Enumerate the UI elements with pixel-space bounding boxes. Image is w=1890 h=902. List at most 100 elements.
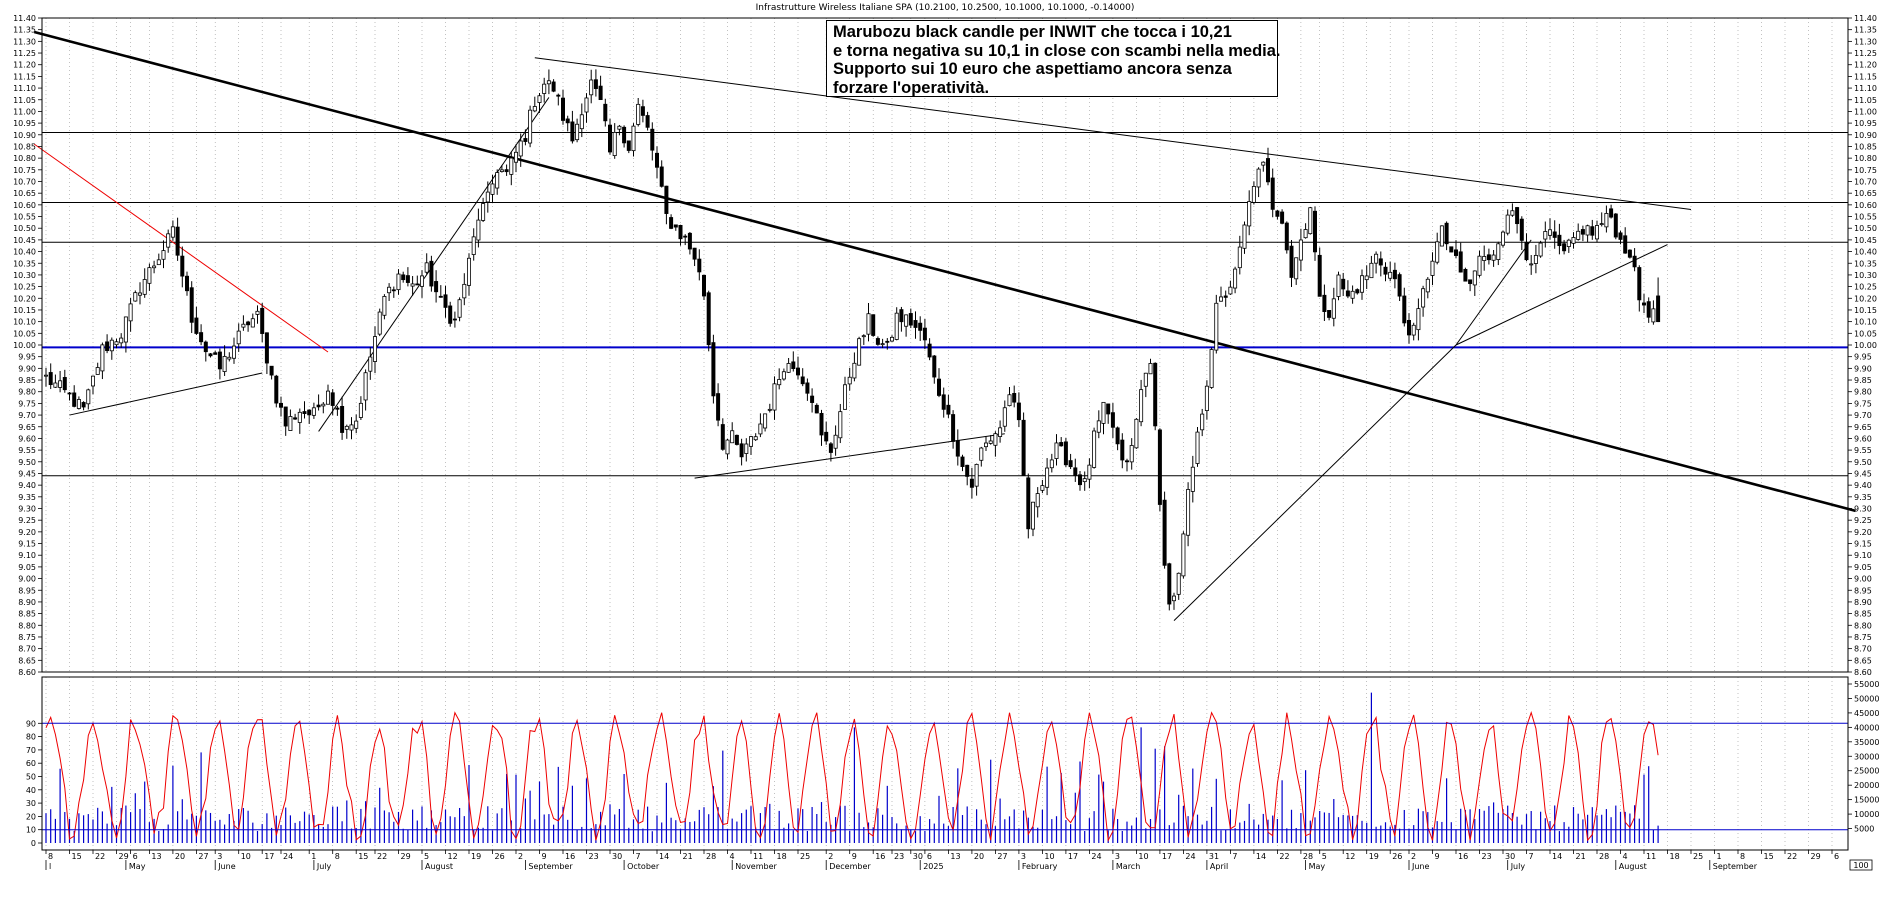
candle-body: [965, 464, 970, 477]
y-tick-label-left: 9.65: [18, 423, 36, 432]
candle-body: [1054, 442, 1059, 459]
candle-body: [1115, 427, 1120, 445]
candle-body: [1482, 256, 1487, 261]
candle-body: [1110, 412, 1115, 428]
candle-body: [387, 286, 392, 294]
candle-body: [1237, 246, 1242, 269]
candle-body: [156, 259, 161, 266]
candle-body: [466, 257, 471, 286]
candle-body: [551, 81, 556, 92]
x-day-label: 8: [335, 852, 340, 861]
volume-tick-label: 55000: [1854, 680, 1879, 689]
candle-body: [1599, 223, 1604, 226]
x-day-label: 2: [828, 852, 833, 861]
oscillator-line: [45, 711, 1659, 842]
candle-body: [448, 305, 453, 324]
candle-body: [335, 407, 340, 410]
candle-body: [208, 353, 213, 357]
candle-body: [1073, 467, 1078, 476]
candle-body: [1204, 385, 1209, 411]
x-day-label: 14: [1552, 852, 1562, 861]
candle-body: [871, 314, 876, 336]
x-day-label: 12: [1345, 852, 1355, 861]
candle-body: [1515, 207, 1520, 225]
candle-body: [720, 424, 725, 450]
y-tick-label-left: 9.30: [18, 505, 36, 514]
y-tick-label-left: 8.85: [18, 610, 36, 619]
candle-body: [880, 343, 885, 346]
x-day-label: 7: [1529, 852, 1534, 861]
candle-body: [1604, 212, 1609, 228]
candle-body: [100, 344, 105, 372]
volume-tick-label: 45000: [1854, 709, 1879, 718]
x-day-label: 28: [706, 852, 716, 861]
candle-body: [537, 95, 542, 103]
y-tick-label-right: 9.50: [1854, 458, 1872, 467]
x-day-label: 10: [1138, 852, 1148, 861]
volume-tick-label: 35000: [1854, 738, 1879, 747]
candle-body: [241, 323, 246, 328]
candle-body: [58, 380, 63, 388]
candle-body: [1407, 319, 1412, 336]
y-tick-label-right: 10.50: [1854, 224, 1877, 233]
y-tick-label-right: 8.65: [1854, 656, 1872, 665]
candle-body: [391, 289, 396, 292]
osc-tick-label: 40: [26, 786, 36, 795]
candle-body: [288, 416, 293, 431]
volume-layer: [45, 692, 1659, 843]
y-tick-label-right: 10.15: [1854, 306, 1877, 315]
candle-body: [147, 267, 152, 284]
candle-body: [91, 375, 96, 387]
y-tick-label-left: 8.95: [18, 586, 36, 595]
candle-body: [1251, 186, 1256, 203]
candle-body: [1421, 288, 1426, 308]
osc-tick-label: 60: [26, 759, 36, 768]
y-tick-label-left: 8.70: [18, 645, 36, 654]
x-day-label: 28: [1599, 852, 1609, 861]
candle-body: [1627, 249, 1632, 258]
annotation-line: e torna negativa su 10,1 in close con sc…: [833, 41, 1281, 60]
candle-body: [1270, 177, 1275, 210]
candle-body: [908, 313, 913, 326]
candle-body: [749, 436, 754, 447]
y-tick-label-left: 10.60: [13, 201, 36, 210]
candle-body: [640, 106, 645, 116]
y-tick-label-right: 8.85: [1854, 610, 1872, 619]
candle-body: [236, 330, 241, 345]
candle-body: [1031, 501, 1036, 530]
candle-body: [1590, 226, 1595, 236]
y-tick-label-left: 10.40: [13, 248, 36, 257]
x-month-label: August: [1619, 862, 1647, 871]
candle-body: [424, 262, 429, 273]
candle-body: [1477, 255, 1482, 276]
candle-body: [443, 294, 448, 308]
candle-body: [194, 317, 199, 334]
candle-body: [730, 430, 735, 444]
candle-body: [608, 124, 613, 153]
candle-body: [589, 79, 594, 96]
candle-body: [485, 191, 490, 203]
candle-body: [1510, 210, 1515, 216]
candle-body: [1012, 393, 1017, 403]
candle-body: [95, 367, 100, 375]
candle-body: [1524, 241, 1529, 261]
candle-body: [1430, 260, 1435, 276]
candle-body: [739, 443, 744, 458]
candle-body: [504, 169, 509, 173]
candle-body: [753, 436, 758, 441]
candle-body: [462, 283, 467, 299]
y-tick-label-left: 10.00: [13, 341, 36, 350]
candle-body: [1580, 229, 1585, 235]
candle-body: [1078, 474, 1083, 486]
candle-body: [1172, 595, 1177, 602]
candle-body: [824, 431, 829, 442]
y-tick-label-right: 10.10: [1854, 318, 1877, 327]
scale-label: 100: [1853, 861, 1868, 870]
y-tick-label-right: 9.75: [1854, 399, 1872, 408]
candle-body: [1439, 225, 1444, 247]
x-day-label: 7: [636, 852, 641, 861]
y-tick-label-right: 11.35: [1854, 26, 1877, 35]
candle-body: [302, 411, 307, 414]
x-day-label: 11: [1646, 852, 1656, 861]
